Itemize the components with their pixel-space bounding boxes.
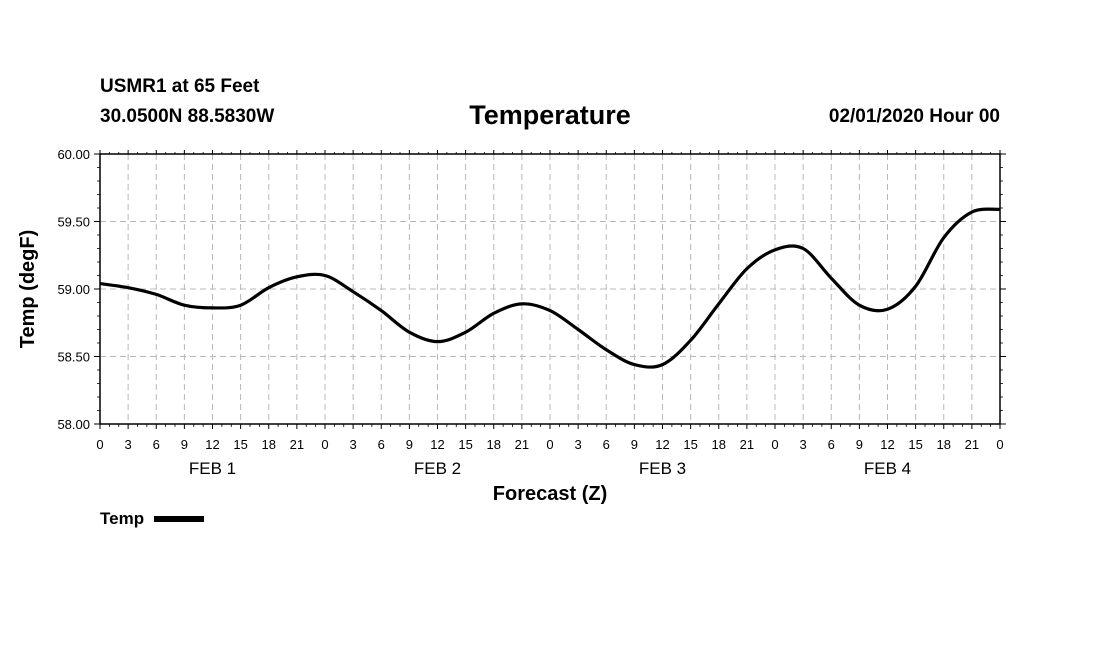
x-tick-label: 3 [350,437,357,452]
x-tick-label: 12 [880,437,894,452]
axis-ticks [94,150,1006,429]
x-tick-label: 3 [800,437,807,452]
x-tick-label: 12 [430,437,444,452]
x-tick-label: 9 [631,437,638,452]
y-tick-label: 59.50 [57,215,90,230]
x-tick-label: 6 [153,437,160,452]
legend: Temp [100,509,205,529]
axis-tick-labels: 0 3 6 9 12 15 18 21 0 3 6 9 12 15 18 21 0 3 6 9 12 15 18 21 0 3 6 9… [57,147,1003,478]
day-label: FEB 4 [864,459,911,478]
x-tick-label: 15 [683,437,697,452]
x-tick-label: 3 [575,437,582,452]
x-tick-label: 6 [603,437,610,452]
x-tick-label: 12 [655,437,669,452]
x-tick-label: 18 [262,437,276,452]
temp-series-line [99,207,1001,369]
x-tick-label: 6 [828,437,835,452]
chart-title: Temperature [469,100,631,130]
x-tick-label: 9 [406,437,413,452]
x-tick-label: 0 [771,437,778,452]
x-tick-label: 9 [181,437,188,452]
x-tick-label: 15 [233,437,247,452]
legend-line-swatch [154,516,205,522]
x-axis-label: Forecast (Z) [493,483,607,505]
coordinates-label: 30.0500N 88.5830W [100,106,275,127]
x-tick-label: 18 [487,437,501,452]
x-tick-label: 0 [996,437,1003,452]
x-tick-label: 21 [740,437,754,452]
x-tick-label: 21 [965,437,979,452]
x-tick-label: 0 [321,437,328,452]
station-label: USMR1 at 65 Feet [100,76,260,97]
y-tick-label: 58.00 [57,417,90,432]
x-tick-label: 15 [458,437,472,452]
x-tick-label: 18 [937,437,951,452]
y-tick-label: 60.00 [57,147,90,162]
x-tick-label: 0 [96,437,103,452]
grid [100,154,1000,424]
x-tick-label: 15 [908,437,922,452]
day-label: FEB 2 [414,459,461,478]
y-tick-label: 59.00 [57,282,90,297]
x-tick-label: 18 [712,437,726,452]
legend-label: Temp [100,509,145,528]
x-tick-label: 3 [125,437,132,452]
y-axis-label: Temp (degF) [17,230,39,349]
forecast-datetime: 02/01/2020 Hour 00 [828,106,1000,127]
x-tick-label: 9 [856,437,863,452]
x-tick-label: 21 [290,437,304,452]
x-tick-label: 12 [205,437,219,452]
x-tick-label: 21 [515,437,529,452]
day-label: FEB 1 [189,459,236,478]
x-tick-label: 6 [378,437,385,452]
day-label: FEB 3 [639,459,686,478]
y-tick-label: 58.50 [57,350,90,365]
x-tick-label: 0 [546,437,553,452]
